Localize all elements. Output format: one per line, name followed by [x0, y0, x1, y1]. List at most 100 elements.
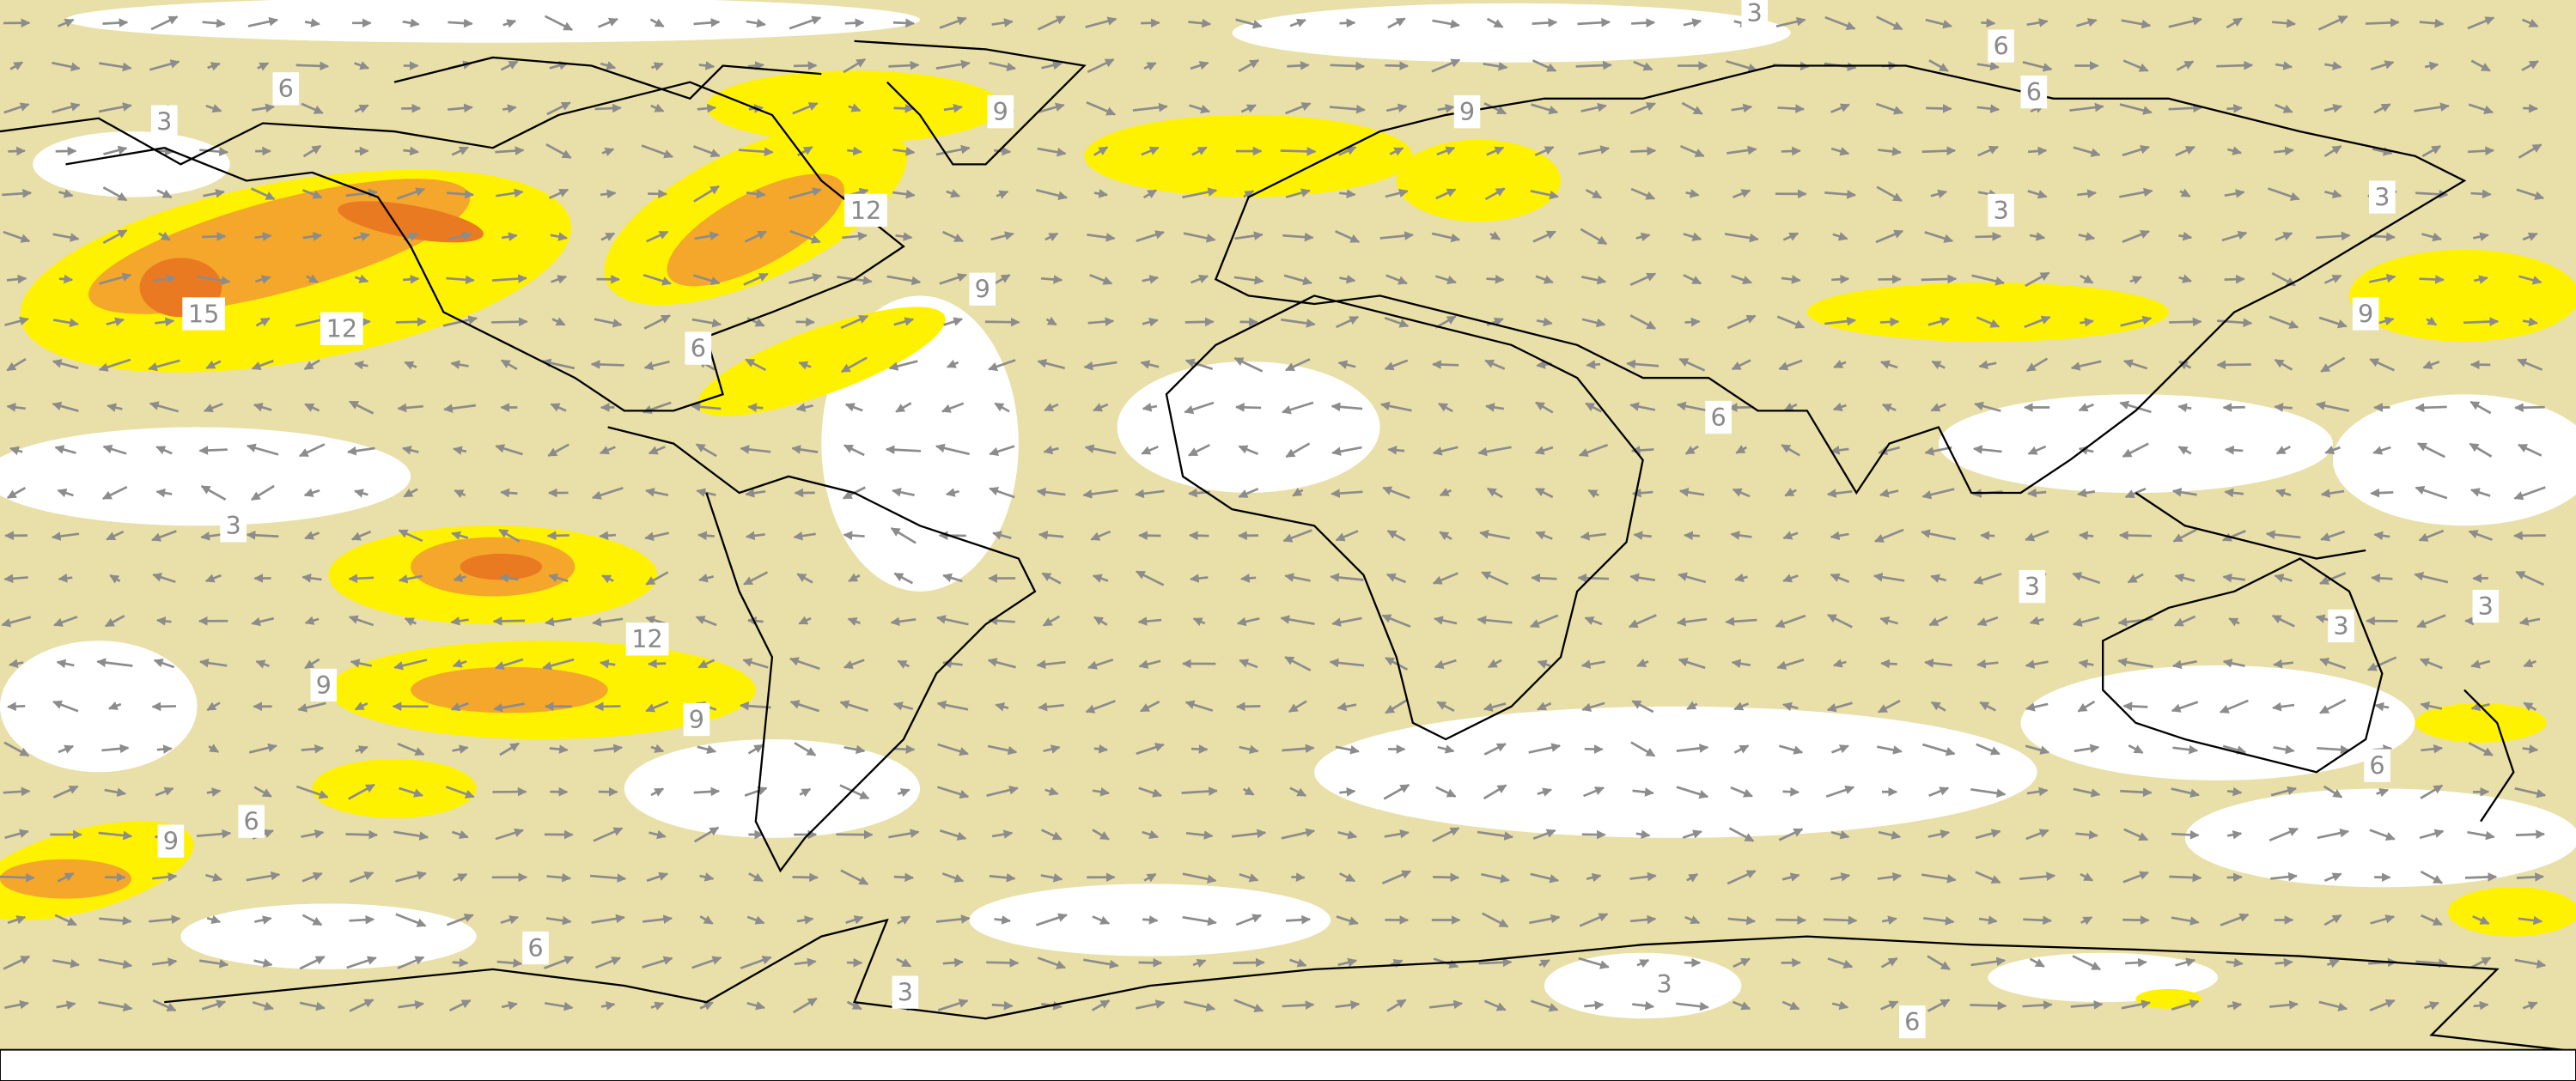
wind-arrow	[2176, 60, 2195, 71]
wind-arrow	[1880, 957, 1898, 969]
wind-arrow	[199, 658, 228, 668]
wind-arrow	[52, 785, 79, 799]
wind-arrow	[840, 314, 869, 330]
wind-arrow	[1136, 230, 1165, 242]
wind-arrow	[594, 318, 623, 328]
wind-arrow	[991, 18, 1014, 27]
wind-arrow	[2372, 147, 2393, 156]
wind-arrow	[888, 829, 920, 839]
wind-arrow	[2172, 744, 2199, 755]
wind-arrow	[1283, 274, 1312, 286]
wind-arrow	[649, 18, 665, 28]
wind-arrow	[3, 230, 31, 243]
wind-arrow	[2123, 828, 2149, 841]
wind-arrow	[1676, 786, 1709, 799]
wind-arrow	[1285, 442, 1311, 459]
wind-arrow	[599, 531, 617, 541]
wind-arrow	[2515, 570, 2545, 586]
wind-arrow	[1881, 404, 1897, 412]
wind-arrow	[1486, 17, 1504, 28]
contour-label: 3	[2374, 183, 2390, 212]
wind-arrow	[1538, 959, 1550, 969]
wind-arrow	[403, 488, 418, 498]
wind-arrow	[2323, 785, 2343, 799]
wind-arrow	[1528, 743, 1562, 754]
wind-arrow	[1136, 743, 1165, 756]
wind-arrow	[2070, 360, 2102, 371]
wind-arrow	[2175, 145, 2195, 157]
wind-arrow	[302, 232, 323, 241]
wind-arrow	[799, 787, 812, 798]
wind-arrow	[1379, 401, 1412, 412]
wind-arrow	[2275, 103, 2293, 113]
wind-arrow	[2171, 488, 2197, 497]
wind-arrow	[2025, 530, 2049, 542]
wind-arrow	[2521, 60, 2539, 71]
wind-arrow	[1921, 743, 1956, 756]
wind-arrow	[2468, 146, 2495, 156]
wind-arrow	[794, 957, 817, 968]
wind-arrow	[695, 443, 717, 458]
wind-arrow	[1579, 913, 1609, 927]
wind-arrow	[1827, 957, 1854, 969]
wind-arrow	[1188, 18, 1212, 28]
wind-arrow	[743, 571, 769, 586]
wind-arrow	[102, 229, 128, 244]
wind-arrow	[1439, 531, 1452, 541]
wind-arrow	[199, 147, 229, 156]
wind-arrow	[495, 146, 525, 155]
contour-label: 12	[850, 196, 882, 225]
wind-arrow	[798, 616, 812, 625]
wind-arrow	[2025, 744, 2050, 755]
wind-arrow	[697, 531, 715, 541]
wind-arrow	[2025, 659, 2049, 669]
wind-arrow	[453, 872, 468, 883]
wind-arrow	[399, 786, 423, 798]
wind-arrow	[1629, 402, 1656, 411]
wind-arrow	[1381, 870, 1412, 885]
wind-arrow	[1531, 573, 1557, 583]
wind-arrow	[2225, 445, 2244, 455]
wind-arrow	[1732, 488, 1751, 498]
wind-arrow	[1629, 102, 1656, 115]
wind-arrow	[1092, 786, 1111, 797]
wind-arrow	[1184, 358, 1214, 371]
wind-arrow	[994, 402, 1010, 413]
wind-arrow	[398, 574, 423, 584]
wind-arrow	[789, 700, 820, 713]
wind-arrow	[1631, 700, 1654, 714]
wind-arrow	[2221, 230, 2248, 242]
wind-arrow	[1192, 958, 1207, 968]
wind-arrow	[1389, 147, 1404, 156]
wind-arrow	[1235, 914, 1262, 926]
wind-arrow	[1432, 360, 1459, 369]
wind-arrow	[740, 956, 772, 969]
wind-arrow	[693, 18, 721, 27]
wind-arrow	[2222, 659, 2245, 668]
wind-arrow	[793, 531, 816, 541]
wind-arrow	[1044, 786, 1059, 796]
wind-arrow	[594, 744, 624, 754]
wind-arrow	[2420, 784, 2444, 799]
wind-arrow	[1292, 487, 1304, 497]
coastlines	[0, 39, 2576, 1081]
wind-arrow	[1037, 147, 1067, 157]
contour-label: 6	[2369, 751, 2384, 780]
wind-arrow	[1976, 104, 2000, 113]
wind-arrow	[2078, 531, 2094, 541]
wind-arrow	[2171, 916, 2200, 926]
wind-arrow	[1282, 401, 1314, 415]
wind-arrow	[346, 956, 377, 969]
wind-arrow	[1236, 616, 1260, 627]
wind-arrow	[1041, 60, 1063, 70]
wind-arrow	[2521, 18, 2539, 27]
wind-arrow	[600, 232, 616, 241]
wind-arrow	[843, 659, 865, 670]
wind-arrow	[796, 915, 814, 925]
wind-arrow	[1385, 103, 1408, 113]
wind-arrow	[98, 830, 133, 841]
wind-arrow	[549, 744, 569, 754]
wind-arrow	[594, 103, 622, 113]
wind-arrow	[1630, 146, 1657, 156]
wind-arrow	[1726, 870, 1757, 885]
